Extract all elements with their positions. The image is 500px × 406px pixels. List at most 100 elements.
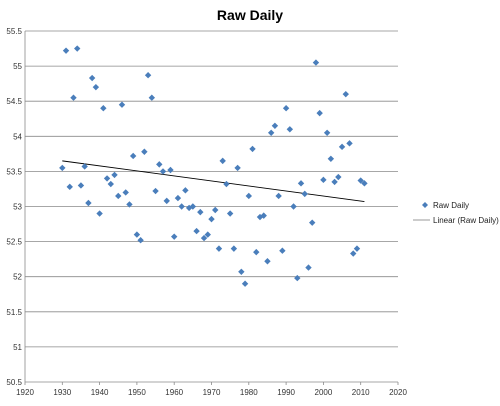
trendline-layer (62, 160, 365, 203)
data-point (316, 109, 323, 117)
data-point (66, 183, 73, 191)
data-point (92, 83, 100, 91)
x-tick-label: 1920 (16, 388, 34, 397)
data-point (204, 231, 211, 238)
trendline (62, 160, 365, 203)
data-point (182, 187, 189, 194)
data-point (171, 233, 178, 240)
data-point (331, 178, 338, 186)
legend: Raw Daily Linear (Raw Daily) (413, 201, 499, 225)
data-point (118, 101, 126, 108)
data-point (253, 248, 260, 256)
data-point (81, 163, 88, 170)
data-point (297, 180, 305, 187)
data-point (350, 250, 357, 257)
data-point (238, 268, 245, 275)
y-tick-label: 50.5 (6, 378, 22, 387)
data-point (260, 212, 267, 219)
x-tick-label: 1960 (165, 388, 183, 397)
x-tick-label: 1970 (203, 388, 221, 397)
data-point (256, 213, 264, 221)
data-point (133, 231, 141, 238)
y-tick-label: 51.5 (6, 308, 22, 317)
data-point (290, 203, 297, 210)
data-point (141, 148, 148, 155)
y-tick-label: 54.5 (6, 97, 22, 106)
data-point (338, 143, 346, 151)
legend-label-raw-daily: Raw Daily (433, 201, 469, 210)
data-point (353, 245, 361, 252)
x-tick-label: 1930 (53, 388, 71, 397)
x-tick-label: 2000 (315, 388, 333, 397)
data-point (327, 155, 335, 162)
data-point (275, 192, 282, 200)
data-point (342, 90, 349, 98)
data-point (271, 122, 279, 129)
data-point (189, 203, 197, 210)
data-point (59, 164, 66, 172)
data-point (163, 197, 170, 205)
tick-labels: 50.5 51 51.5 52 52.5 53 53.5 54 54.5 55 55.5 1920 19… (6, 27, 407, 397)
data-point (174, 194, 182, 202)
legend-marker-raw-daily (422, 202, 428, 208)
data-point (100, 105, 107, 112)
data-points (59, 45, 368, 287)
data-point (320, 176, 327, 184)
grid-lines (25, 30, 398, 348)
data-point (346, 140, 353, 147)
data-point (137, 236, 144, 244)
x-tick-label: 1940 (91, 388, 109, 397)
y-tick-label: 55.5 (6, 27, 22, 36)
data-point (148, 94, 156, 101)
axes (24, 31, 399, 385)
data-point (264, 258, 271, 265)
y-tick-label: 53.5 (6, 167, 22, 176)
data-point (282, 105, 290, 112)
y-tick-label: 53 (13, 203, 22, 212)
y-tick-label: 52 (13, 273, 22, 282)
data-point (85, 199, 92, 207)
data-point (223, 180, 230, 188)
data-point (77, 182, 85, 189)
data-point (156, 161, 163, 168)
data-point (357, 177, 364, 184)
data-point (219, 157, 226, 165)
data-point (241, 280, 249, 287)
x-tick-label: 1980 (240, 388, 258, 397)
legend-label-linear: Linear (Raw Daily) (433, 216, 499, 225)
chart-title: Raw Daily (217, 7, 283, 23)
data-point (249, 145, 256, 153)
data-point (234, 164, 241, 172)
data-point (62, 47, 70, 54)
data-point (70, 94, 77, 101)
data-point (115, 192, 122, 200)
data-point (323, 129, 331, 136)
data-point (312, 59, 320, 66)
data-point (200, 234, 208, 242)
data-point (129, 152, 137, 160)
data-point (96, 210, 103, 217)
y-tick-label: 51 (13, 343, 22, 352)
data-point (309, 219, 316, 226)
y-tick-label: 52.5 (6, 238, 22, 247)
y-tick-label: 54 (13, 132, 22, 141)
data-point (122, 189, 129, 196)
data-point (193, 227, 200, 235)
data-point (286, 126, 294, 133)
data-point (361, 180, 368, 187)
data-point (167, 166, 174, 174)
data-point (178, 203, 185, 210)
x-tick-label: 1990 (277, 388, 295, 397)
data-point (226, 210, 234, 217)
data-point (74, 45, 81, 52)
x-tick-label: 2020 (389, 388, 407, 397)
data-point (245, 192, 252, 200)
data-point (279, 247, 286, 254)
data-point (301, 190, 308, 198)
data-point (197, 208, 204, 216)
data-point (159, 168, 167, 175)
data-point (208, 215, 215, 223)
data-point (230, 245, 238, 252)
